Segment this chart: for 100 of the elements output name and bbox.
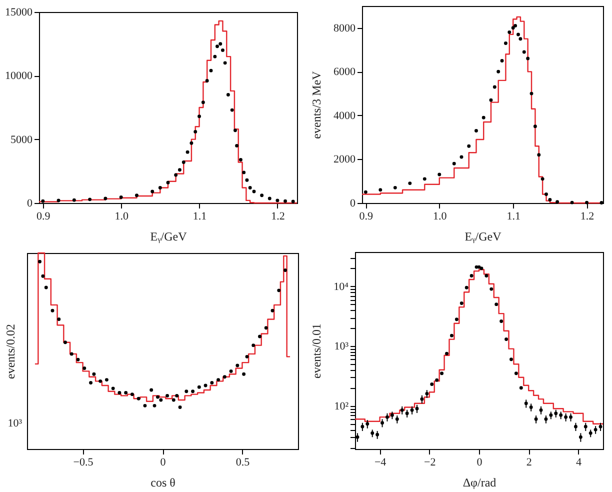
y-axis-title: events/0.01 xyxy=(310,324,324,378)
x-tick-label: −4 xyxy=(374,456,387,468)
point xyxy=(539,408,543,412)
point xyxy=(364,190,368,194)
point xyxy=(216,44,219,48)
point xyxy=(226,93,230,96)
point xyxy=(252,344,256,348)
point xyxy=(519,386,523,390)
point xyxy=(585,200,589,204)
point xyxy=(89,381,92,384)
point xyxy=(556,200,560,204)
x-tick-label: 4 xyxy=(576,456,582,468)
point xyxy=(284,268,287,272)
x-tick-label: 0.5 xyxy=(236,456,250,468)
y-tick-label: 6000 xyxy=(334,66,356,78)
point xyxy=(435,378,439,382)
point xyxy=(136,396,140,400)
point xyxy=(130,392,134,396)
point xyxy=(549,413,553,417)
point xyxy=(104,378,108,382)
point xyxy=(490,287,494,291)
point xyxy=(204,384,208,388)
y-tick-label: 10³ xyxy=(334,340,350,353)
point xyxy=(252,190,256,194)
point xyxy=(395,417,399,421)
point xyxy=(191,390,195,394)
point xyxy=(242,372,246,376)
x-tick-label: 0 xyxy=(476,456,483,468)
y-tick-label: 10000 xyxy=(5,70,33,82)
point xyxy=(366,422,370,426)
point xyxy=(514,372,518,376)
point xyxy=(548,198,552,202)
point xyxy=(533,124,537,128)
point xyxy=(223,61,227,65)
point xyxy=(238,158,242,162)
point xyxy=(537,153,541,157)
point xyxy=(44,286,48,290)
y-axis-title: events/0.02 xyxy=(4,324,18,379)
point xyxy=(41,199,45,203)
point xyxy=(291,200,295,204)
point xyxy=(410,408,414,412)
point xyxy=(50,308,54,312)
point xyxy=(152,404,156,408)
point xyxy=(408,182,412,186)
point xyxy=(284,199,288,203)
point xyxy=(450,334,454,338)
point xyxy=(522,50,526,54)
x-tick-label: 1.0 xyxy=(433,210,448,222)
point xyxy=(510,358,513,362)
point xyxy=(258,334,262,338)
point xyxy=(172,398,176,402)
point xyxy=(452,162,456,166)
point xyxy=(526,56,530,60)
point xyxy=(508,30,512,34)
point xyxy=(569,415,572,419)
point xyxy=(534,417,538,421)
point xyxy=(356,435,360,439)
y-axis-title: events/3 MeV xyxy=(310,70,324,139)
point xyxy=(445,352,448,356)
point xyxy=(516,32,520,36)
x-tick-label: 0.9 xyxy=(359,210,374,222)
point xyxy=(56,198,60,202)
x-axis-title: cos θ xyxy=(150,476,176,490)
x-tick-label: 0 xyxy=(160,456,166,468)
point xyxy=(600,201,604,205)
point xyxy=(584,424,588,428)
point xyxy=(205,79,209,82)
point xyxy=(245,354,249,358)
point xyxy=(268,196,272,200)
x-tick-label: −0.5 xyxy=(73,456,94,468)
point xyxy=(500,58,504,62)
x-axis-title: Eᵧ/GeV xyxy=(150,230,188,244)
point xyxy=(518,37,522,41)
point xyxy=(474,129,478,132)
point xyxy=(530,92,534,96)
point xyxy=(393,186,397,190)
point xyxy=(178,406,182,409)
point xyxy=(504,41,508,45)
point xyxy=(235,144,239,148)
point xyxy=(88,198,92,202)
x-axis-title: Δφ/rad xyxy=(462,476,496,490)
point xyxy=(260,194,264,198)
point xyxy=(218,42,222,46)
point xyxy=(178,168,182,172)
point xyxy=(430,382,434,386)
point xyxy=(494,302,498,306)
y-tick-label: 5000 xyxy=(10,134,33,146)
y-tick-label: 10² xyxy=(334,400,350,412)
point xyxy=(386,415,389,419)
point xyxy=(182,160,186,164)
point xyxy=(150,190,154,194)
point xyxy=(559,413,563,417)
point xyxy=(72,198,76,202)
point xyxy=(460,302,464,306)
point xyxy=(544,417,548,421)
point xyxy=(460,155,464,159)
point xyxy=(489,98,493,102)
point xyxy=(41,274,45,278)
point xyxy=(57,318,61,321)
point xyxy=(229,369,233,373)
